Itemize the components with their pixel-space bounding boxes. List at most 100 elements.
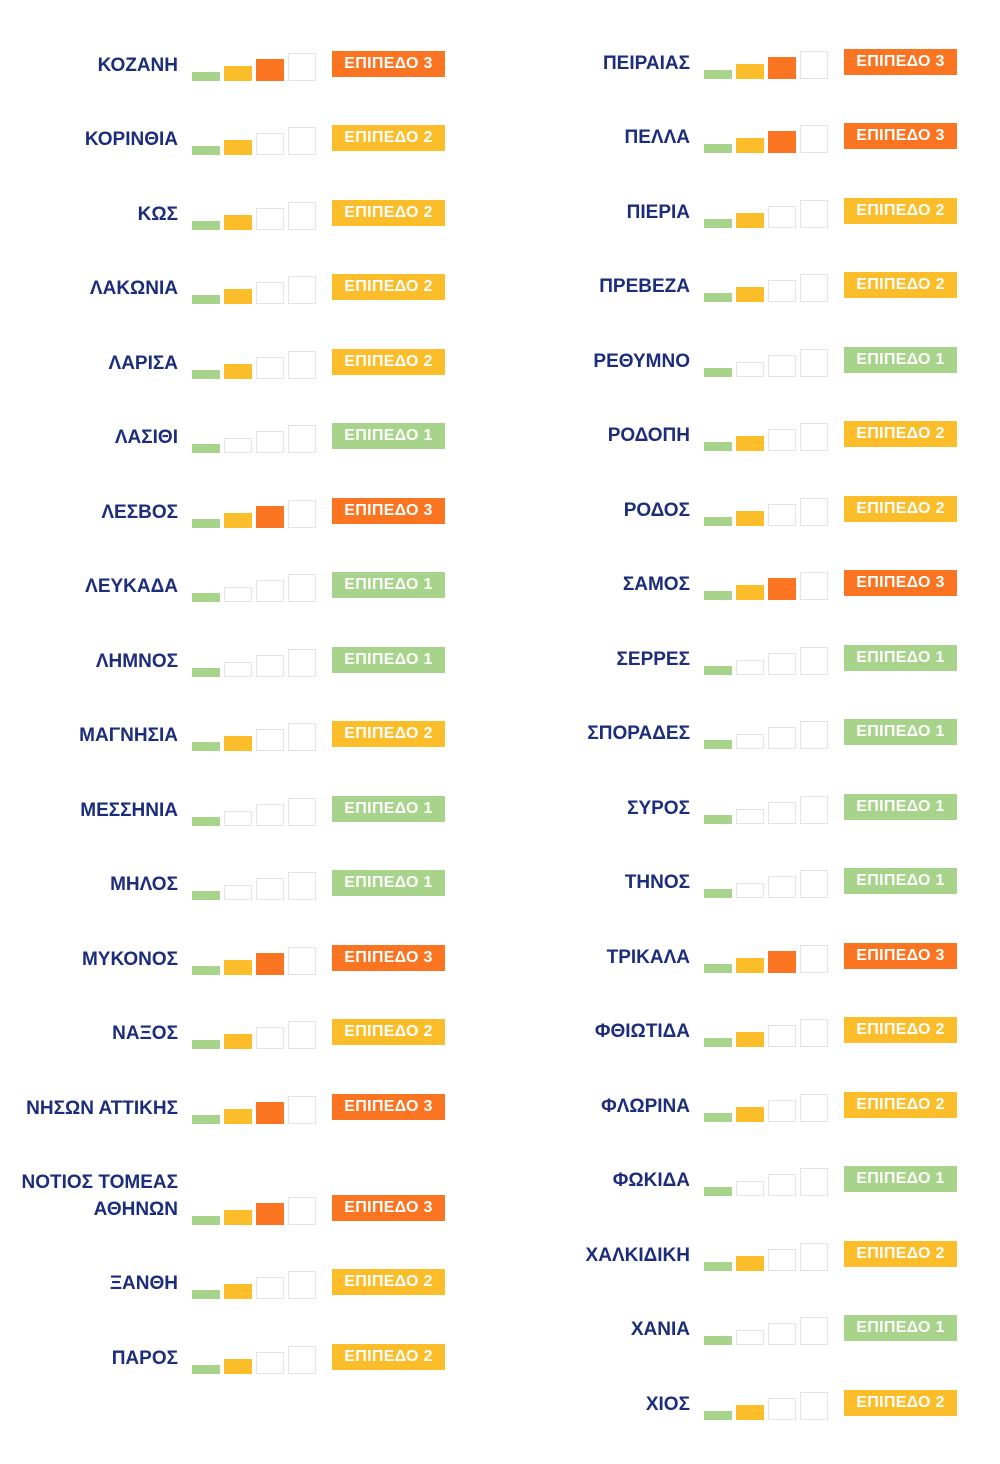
region-name: ΡΕΘΥΜΝΟ: [593, 351, 690, 372]
region-name: ΣΑΜΟΣ: [622, 574, 690, 595]
risk-level-meter: [704, 1315, 828, 1345]
region-name: ΝΑΞΟΣ: [112, 1023, 178, 1044]
meter-segment-2: [224, 438, 252, 453]
risk-level-meter: [704, 272, 828, 302]
region-row: ΧΙΟΣ ΕΠΙΠΕΔΟ 2: [512, 1380, 982, 1420]
meter-segment-2: [736, 1256, 764, 1271]
meter-segment-1: [704, 1411, 732, 1420]
level-badge: ΕΠΙΠΕΔΟ 1: [332, 796, 445, 822]
meter-segment-2: [224, 662, 252, 677]
meter-segment-2: [736, 660, 764, 675]
meter-segment-4: [288, 574, 316, 602]
meter-segment-4: [288, 872, 316, 900]
level-badge: ΕΠΙΠΕΔΟ 1: [332, 572, 445, 598]
meter-segment-3: [256, 878, 284, 900]
meter-segment-1: [192, 146, 220, 155]
level-badge: ΕΠΙΠΕΔΟ 1: [332, 423, 445, 449]
meter-segment-3: [768, 951, 796, 973]
meter-segment-2: [736, 511, 764, 526]
meter-segment-2: [736, 287, 764, 302]
meter-segment-4: [288, 1346, 316, 1374]
meter-segment-1: [192, 295, 220, 304]
meter-segment-4: [800, 423, 828, 451]
risk-level-meter: [704, 570, 828, 600]
meter-segment-2: [224, 1034, 252, 1049]
meter-segment-1: [704, 1262, 732, 1271]
level-badge: ΕΠΙΠΕΔΟ 1: [844, 1315, 957, 1341]
region-row: ΚΟΡΙΝΘΙΑ ΕΠΙΠΕΔΟ 2: [0, 115, 470, 155]
level-badge: ΕΠΙΠΕΔΟ 2: [844, 1241, 957, 1267]
region-name: ΚΟΖΑΝΗ: [97, 55, 178, 76]
meter-segment-4: [800, 1168, 828, 1196]
region-name: ΜΑΓΝΗΣΙΑ: [79, 725, 178, 746]
risk-level-meter: [192, 1019, 316, 1049]
region-name: ΝΗΣΩΝ ΑΤΤΙΚΗΣ: [26, 1098, 178, 1119]
level-badge: ΕΠΙΠΕΔΟ 3: [332, 51, 445, 77]
region-row: ΣΠΟΡΑΔΕΣ ΕΠΙΠΕΔΟ 1: [512, 709, 982, 749]
meter-segment-2: [736, 958, 764, 973]
meter-segment-1: [192, 1216, 220, 1225]
meter-segment-4: [800, 1392, 828, 1420]
region-row: ΦΩΚΙΔΑ ΕΠΙΠΕΔΟ 1: [512, 1156, 982, 1196]
meter-segment-3: [768, 355, 796, 377]
meter-segment-4: [800, 125, 828, 153]
level-badge: ΕΠΙΠΕΔΟ 1: [844, 868, 957, 894]
region-row: ΣΑΜΟΣ ΕΠΙΠΕΔΟ 3: [512, 560, 982, 600]
level-badge: ΕΠΙΠΕΔΟ 1: [844, 1166, 957, 1192]
level-badge: ΕΠΙΠΕΔΟ 3: [332, 945, 445, 971]
meter-segment-4: [800, 721, 828, 749]
region-row: ΡΟΔΟΣ ΕΠΙΠΕΔΟ 2: [512, 486, 982, 526]
region-name: ΝΟΤΙΟΣ ΤΟΜΕΑΣ ΑΘΗΝΩΝ: [21, 1172, 178, 1220]
meter-segment-2: [736, 362, 764, 377]
level-badge: ΕΠΙΠΕΔΟ 2: [332, 1019, 445, 1045]
meter-segment-2: [224, 587, 252, 602]
meter-segment-1: [704, 1038, 732, 1047]
region-name: ΠΕΙΡΑΙΑΣ: [602, 53, 690, 74]
meter-segment-4: [800, 870, 828, 898]
meter-segment-4: [288, 1096, 316, 1124]
meter-segment-3: [256, 431, 284, 453]
level-badge: ΕΠΙΠΕΔΟ 2: [844, 421, 957, 447]
risk-level-meter: [192, 1344, 316, 1374]
meter-segment-2: [736, 1181, 764, 1196]
meter-segment-3: [768, 206, 796, 228]
region-name: ΦΘΙΩΤΙΔΑ: [594, 1021, 690, 1042]
meter-segment-3: [768, 57, 796, 79]
risk-level-meter: [704, 198, 828, 228]
meter-segment-4: [800, 274, 828, 302]
region-name: ΛΗΜΝΟΣ: [95, 651, 178, 672]
region-row: ΜΑΓΝΗΣΙΑ ΕΠΙΠΕΔΟ 2: [0, 711, 470, 751]
meter-segment-2: [736, 138, 764, 153]
level-badge: ΕΠΙΠΕΔΟ 1: [332, 870, 445, 896]
risk-level-meter: [704, 496, 828, 526]
meter-segment-3: [256, 357, 284, 379]
meter-segment-3: [768, 504, 796, 526]
meter-segment-1: [704, 368, 732, 377]
meter-segment-1: [192, 668, 220, 677]
meter-segment-4: [288, 723, 316, 751]
meter-segment-3: [768, 131, 796, 153]
level-badge: ΕΠΙΠΕΔΟ 2: [844, 496, 957, 522]
meter-segment-4: [288, 798, 316, 826]
level-badge: ΕΠΙΠΕΔΟ 2: [332, 200, 445, 226]
risk-level-meter: [704, 943, 828, 973]
region-name: ΦΛΩΡΙΝΑ: [601, 1096, 690, 1117]
risk-level-meter: [704, 1241, 828, 1271]
meter-segment-4: [800, 200, 828, 228]
risk-level-meter: [704, 49, 828, 79]
risk-level-meter: [192, 1269, 316, 1299]
region-row: ΠΕΛΛΑ ΕΠΙΠΕΔΟ 3: [512, 113, 982, 153]
meter-segment-3: [768, 1174, 796, 1196]
meter-segment-2: [224, 736, 252, 751]
region-name: ΡΟΔΟΠΗ: [607, 425, 690, 446]
meter-segment-4: [288, 276, 316, 304]
meter-segment-1: [704, 740, 732, 749]
region-name: ΠΙΕΡΙΑ: [626, 202, 690, 223]
risk-level-meter: [704, 123, 828, 153]
region-row: ΦΛΩΡΙΝΑ ΕΠΙΠΕΔΟ 2: [512, 1082, 982, 1122]
meter-segment-4: [800, 796, 828, 824]
meter-segment-3: [256, 1203, 284, 1225]
region-row: ΧΑΛΚΙΔΙΚΗ ΕΠΙΠΕΔΟ 2: [512, 1231, 982, 1271]
risk-level-meter: [192, 498, 316, 528]
meter-segment-2: [224, 1210, 252, 1225]
